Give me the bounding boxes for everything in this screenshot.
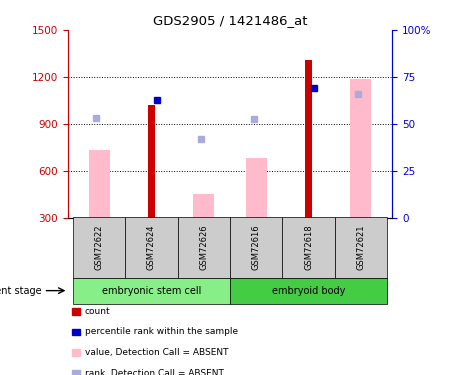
Bar [304,60,313,217]
Text: embryoid body: embryoid body [272,286,345,296]
Bar [350,79,372,218]
Text: percentile rank within the sample: percentile rank within the sample [85,327,238,336]
Text: embryonic stem cell: embryonic stem cell [102,286,201,296]
Text: rank, Detection Call = ABSENT: rank, Detection Call = ABSENT [85,369,224,375]
Text: count: count [85,307,110,316]
Text: GSM72626: GSM72626 [199,225,208,270]
Text: GSM72616: GSM72616 [252,225,261,270]
Text: development stage: development stage [0,286,41,296]
Bar [147,105,156,218]
Text: GSM72624: GSM72624 [147,225,156,270]
Text: GSM72621: GSM72621 [356,225,365,270]
Bar [193,194,214,217]
Text: value, Detection Call = ABSENT: value, Detection Call = ABSENT [85,348,228,357]
Bar [88,150,110,217]
Title: GDS2905 / 1421486_at: GDS2905 / 1421486_at [153,15,307,27]
Text: GSM72618: GSM72618 [304,225,313,270]
Bar [246,158,267,218]
Text: GSM72622: GSM72622 [95,225,104,270]
